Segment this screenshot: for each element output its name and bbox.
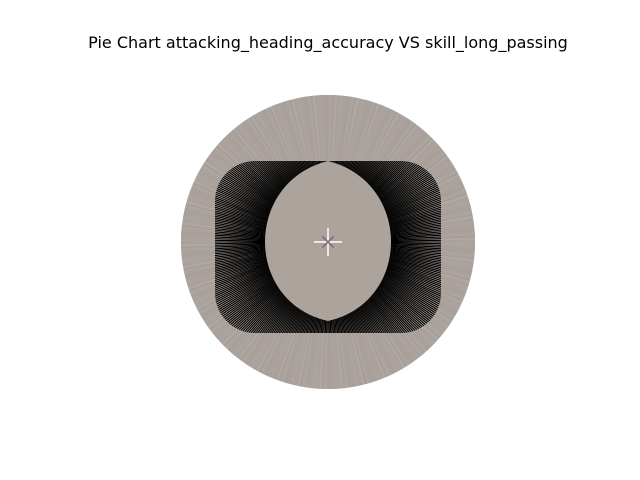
chart-title: Pie Chart attacking_heading_accuracy VS … (88, 33, 568, 52)
center-highlight (314, 228, 342, 256)
